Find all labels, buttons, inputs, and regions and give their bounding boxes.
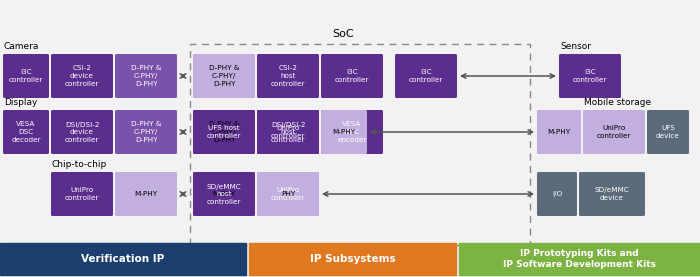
Bar — [249, 243, 456, 275]
Text: Sensor: Sensor — [560, 42, 591, 51]
FancyBboxPatch shape — [115, 110, 177, 154]
FancyBboxPatch shape — [537, 172, 577, 216]
FancyBboxPatch shape — [559, 54, 621, 98]
Text: UniPro
controller: UniPro controller — [596, 125, 631, 139]
Text: DSI/DSI-2
device
controller: DSI/DSI-2 device controller — [64, 122, 99, 142]
Text: M-PHY: M-PHY — [332, 129, 356, 135]
Text: UniPro
controller: UniPro controller — [271, 187, 305, 201]
Text: Camera: Camera — [4, 42, 39, 51]
Text: D-PHY &
C-PHY/
D-PHY: D-PHY & C-PHY/ D-PHY — [131, 122, 161, 142]
Text: M-PHY: M-PHY — [212, 191, 236, 197]
Text: SoC: SoC — [332, 29, 354, 39]
FancyBboxPatch shape — [193, 172, 255, 216]
FancyBboxPatch shape — [583, 110, 645, 154]
Text: I3C
controller: I3C controller — [8, 69, 43, 83]
FancyBboxPatch shape — [3, 110, 49, 154]
Text: D-PHY &
C-PHY/
D-PHY: D-PHY & C-PHY/ D-PHY — [131, 65, 161, 86]
FancyBboxPatch shape — [257, 172, 319, 216]
FancyBboxPatch shape — [257, 54, 319, 98]
Text: I3C
controller: I3C controller — [335, 69, 370, 83]
FancyBboxPatch shape — [257, 110, 319, 154]
Text: VESA
DSC
encoder: VESA DSC encoder — [337, 122, 367, 142]
FancyBboxPatch shape — [51, 110, 113, 154]
Text: D-PHY &
C-PHY/
D-PHY: D-PHY & C-PHY/ D-PHY — [209, 122, 239, 142]
FancyBboxPatch shape — [321, 110, 383, 154]
FancyBboxPatch shape — [321, 110, 367, 154]
Text: SD/eMMC
device: SD/eMMC device — [594, 187, 629, 201]
FancyBboxPatch shape — [115, 54, 177, 98]
Text: Chip-to-chip: Chip-to-chip — [52, 160, 107, 169]
FancyBboxPatch shape — [257, 172, 319, 216]
Text: IP Subsystems: IP Subsystems — [309, 254, 395, 264]
Text: Mobile storage: Mobile storage — [584, 98, 651, 107]
FancyBboxPatch shape — [257, 110, 319, 154]
FancyBboxPatch shape — [193, 110, 255, 154]
FancyBboxPatch shape — [51, 172, 113, 216]
FancyBboxPatch shape — [647, 110, 689, 154]
FancyBboxPatch shape — [537, 110, 581, 154]
FancyBboxPatch shape — [193, 54, 255, 98]
Text: D-PHY &
C-PHY/
D-PHY: D-PHY & C-PHY/ D-PHY — [209, 65, 239, 86]
Bar — [0, 243, 246, 275]
Text: Verification IP: Verification IP — [81, 254, 164, 264]
FancyBboxPatch shape — [193, 172, 255, 216]
Text: UFS
device: UFS device — [656, 125, 680, 139]
Text: M-PHY: M-PHY — [547, 129, 570, 135]
FancyBboxPatch shape — [3, 54, 49, 98]
FancyBboxPatch shape — [321, 54, 383, 98]
Text: UniPro
controller: UniPro controller — [64, 187, 99, 201]
Text: UniPro
controller: UniPro controller — [271, 125, 305, 139]
Text: UFS host
controller: UFS host controller — [206, 125, 242, 139]
Text: VESA
DSC
decoder: VESA DSC decoder — [11, 122, 41, 142]
Text: I/O: I/O — [552, 191, 562, 197]
Text: M-PHY: M-PHY — [134, 191, 158, 197]
Text: I3C
controller: I3C controller — [573, 69, 608, 83]
Bar — [459, 243, 700, 275]
FancyBboxPatch shape — [51, 54, 113, 98]
Text: DSI/DSI-2
host
controller: DSI/DSI-2 host controller — [271, 122, 305, 142]
Text: I3C
controller: I3C controller — [409, 69, 443, 83]
Text: IP Prototyping Kits and
IP Software Development Kits: IP Prototyping Kits and IP Software Deve… — [503, 249, 656, 269]
Text: Display: Display — [4, 98, 37, 107]
Text: SD/eMMC
host
controller: SD/eMMC host controller — [206, 183, 242, 204]
Text: CSI-2
device
controller: CSI-2 device controller — [64, 65, 99, 86]
FancyBboxPatch shape — [115, 172, 177, 216]
Text: PHY: PHY — [281, 191, 295, 197]
Text: CSI-2
host
controller: CSI-2 host controller — [271, 65, 305, 86]
FancyBboxPatch shape — [579, 172, 645, 216]
FancyBboxPatch shape — [395, 54, 457, 98]
FancyBboxPatch shape — [193, 110, 255, 154]
